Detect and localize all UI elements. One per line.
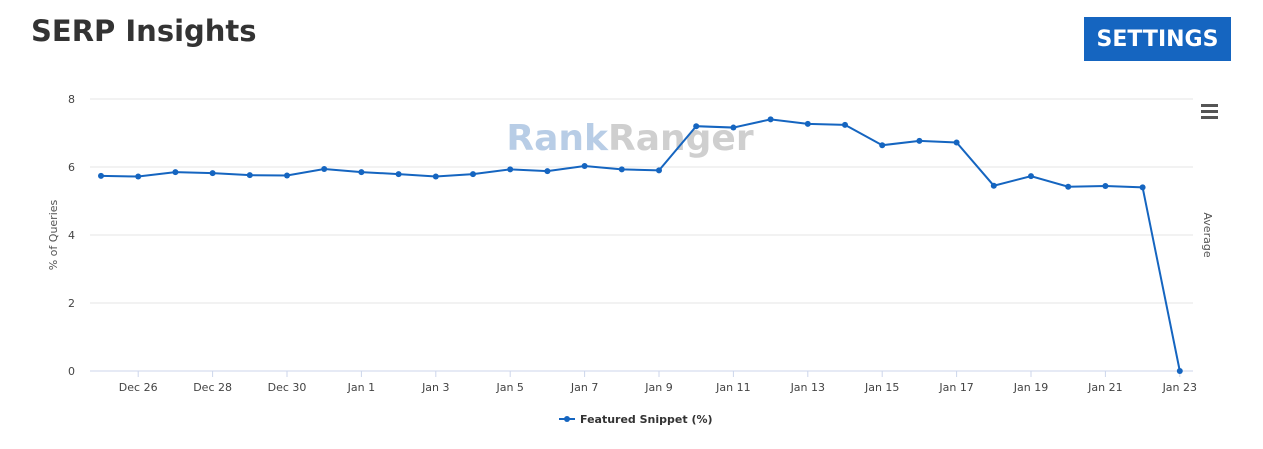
svg-text:RankRanger: RankRanger	[506, 118, 753, 159]
y-tick-label: 4	[68, 229, 75, 242]
x-tick-label: Jan 19	[1013, 381, 1048, 394]
x-tick-label: Jan 17	[938, 381, 973, 394]
data-point	[1102, 183, 1109, 190]
x-tick-label: Dec 26	[119, 381, 158, 394]
x-tick-label: Jan 7	[570, 381, 598, 394]
data-point	[990, 182, 997, 189]
legend-label: Featured Snippet (%)	[580, 413, 713, 426]
series-featured-snippet	[98, 116, 1183, 374]
y-tick-label: 0	[68, 365, 75, 378]
watermark-ranger: Ranger	[608, 118, 754, 159]
x-tick-label: Jan 5	[495, 381, 523, 394]
x-tick-label: Jan 21	[1087, 381, 1122, 394]
x-tick-label: Jan 23	[1162, 381, 1197, 394]
data-point	[1065, 183, 1072, 190]
data-point	[395, 171, 402, 178]
chart-menu-icon[interactable]	[1198, 100, 1222, 122]
data-point	[321, 166, 328, 173]
data-point	[507, 166, 514, 173]
x-tick-labels: Dec 26 Dec 28 Dec 30 Jan 1 Jan 3 Jan 5 Jan 7 Ja…	[119, 381, 1197, 394]
data-point	[953, 139, 960, 146]
x-tick-label: Jan 1	[347, 381, 375, 394]
data-point	[358, 169, 365, 176]
data-point	[432, 173, 439, 180]
settings-button[interactable]: SETTINGS	[1084, 17, 1231, 61]
x-tick-label: Dec 28	[193, 381, 232, 394]
y-axis-title-right: Average	[1201, 212, 1214, 257]
grid-lines	[90, 98, 1193, 377]
data-point	[135, 173, 142, 180]
data-point	[209, 170, 216, 177]
watermark-rank: Rank	[506, 118, 609, 159]
data-point	[246, 172, 253, 179]
data-point	[842, 121, 848, 128]
data-point	[172, 169, 179, 176]
y-tick-label: 2	[68, 297, 75, 310]
data-point	[730, 124, 737, 131]
data-point	[656, 167, 662, 174]
data-point	[284, 172, 290, 179]
data-point	[879, 142, 886, 149]
data-point	[98, 172, 104, 179]
series-line	[100, 118, 1181, 372]
legend[interactable]: Featured Snippet (%)	[559, 413, 713, 426]
data-point	[544, 168, 551, 175]
x-tick-label: Jan 15	[864, 381, 899, 394]
y-axis-title: % of Queries	[47, 199, 60, 270]
watermark: RankRanger	[506, 118, 753, 159]
y-tick-label: 8	[68, 93, 75, 106]
data-point	[767, 116, 774, 123]
y-tick-labels: 0 2 4 6 8	[68, 93, 75, 378]
data-point	[618, 166, 625, 173]
x-tick-label: Jan 11	[715, 381, 750, 394]
data-point	[916, 137, 923, 144]
y-tick-label: 6	[68, 161, 75, 174]
data-point	[804, 120, 811, 127]
x-tick-label: Jan 9	[644, 381, 672, 394]
data-point	[581, 162, 588, 169]
data-point	[693, 123, 700, 130]
x-tick-label: Jan 3	[421, 381, 449, 394]
data-point	[1176, 368, 1183, 374]
legend-marker	[564, 416, 570, 422]
page-title: SERP Insights	[31, 14, 257, 48]
data-point	[1028, 173, 1034, 180]
x-tick-label: Dec 30	[268, 381, 307, 394]
data-point	[1139, 184, 1146, 191]
data-point	[470, 171, 476, 178]
x-tick-label: Jan 13	[790, 381, 825, 394]
